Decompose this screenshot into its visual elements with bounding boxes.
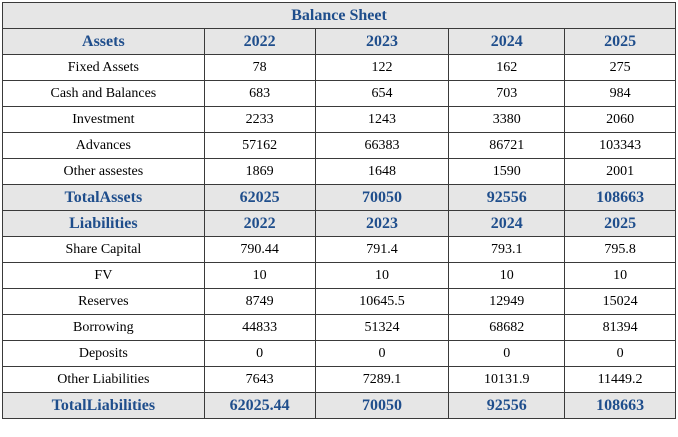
cell-value: 122 (314, 54, 450, 81)
cell-value: 2233 (203, 106, 316, 133)
cell-value: 62025.44 (203, 392, 316, 419)
cell-value: 10 (448, 262, 566, 289)
row-label: Deposits (2, 340, 205, 367)
cell-value: 108663 (564, 392, 676, 419)
assets-header-row: Assets 2022 2023 2024 2025 (2, 28, 676, 55)
cell-value: 10131.9 (448, 366, 566, 393)
row-label: Share Capital (2, 236, 205, 263)
cell-value: 1590 (448, 158, 566, 185)
cell-value: 791.4 (314, 236, 450, 263)
assets-table-row: Fixed Assets 78 122 162 275 (2, 54, 676, 81)
liabilities-total-row: TotalLiabilities 62025.44 70050 92556 108663 (2, 392, 676, 419)
cell-value: 3380 (448, 106, 566, 133)
row-label: Other Liabilities (2, 366, 205, 393)
cell-value: 7643 (203, 366, 316, 393)
cell-value: 275 (564, 54, 676, 81)
cell-value: 44833 (203, 314, 316, 341)
liabilities-header-row: Liabilities 2022 2023 2024 2025 (2, 210, 676, 237)
row-label: FV (2, 262, 205, 289)
row-label: Other assestes (2, 158, 205, 185)
cell-value: 162 (448, 54, 566, 81)
cell-value: 15024 (564, 288, 676, 315)
cell-value: 92556 (448, 184, 566, 211)
cell-value: 108663 (564, 184, 676, 211)
cell-value: 795.8 (564, 236, 676, 263)
cell-value: 2025 (564, 210, 676, 237)
table-body: Balance Sheet Assets 2022 2023 2024 2025 Fixe… (2, 2, 676, 419)
cell-value: 703 (448, 80, 566, 107)
row-label: Investment (2, 106, 205, 133)
liabilities-table-row: Borrowing 44833 51324 68682 81394 (2, 314, 676, 341)
cell-value: 2025 (564, 28, 676, 55)
liabilities-table-row: Share Capital 790.44 791.4 793.1 795.8 (2, 236, 676, 263)
liabilities-table-row: Deposits 0 0 0 0 (2, 340, 676, 367)
row-label: Borrowing (2, 314, 205, 341)
assets-table-row: Investment 2233 1243 3380 2060 (2, 106, 676, 133)
cell-value: 86721 (448, 132, 566, 159)
row-label: TotalAssets (2, 184, 205, 211)
cell-value: 2023 (314, 210, 450, 237)
cell-value: 0 (564, 340, 676, 367)
cell-value: 2024 (448, 210, 566, 237)
cell-value: 2060 (564, 106, 676, 133)
row-label: Advances (2, 132, 205, 159)
assets-table-row: Advances 57162 66383 86721 103343 (2, 132, 676, 159)
cell-value: 8749 (203, 288, 316, 315)
cell-value: 12949 (448, 288, 566, 315)
row-label: TotalLiabilities (2, 392, 205, 419)
title-row: Balance Sheet (2, 2, 676, 29)
cell-value: 70050 (314, 184, 450, 211)
balance-sheet-container: Balance Sheet Assets 2022 2023 2024 2025 Fixe… (2, 2, 676, 419)
row-label: Cash and Balances (2, 80, 205, 107)
cell-value: 790.44 (203, 236, 316, 263)
cell-value: 70050 (314, 392, 450, 419)
cell-value: 51324 (314, 314, 450, 341)
row-label: Assets (2, 28, 205, 55)
liabilities-table-row: Reserves 8749 10645.5 12949 15024 (2, 288, 676, 315)
cell-value: 0 (314, 340, 450, 367)
cell-value: 10 (203, 262, 316, 289)
assets-table-row: Cash and Balances 683 654 703 984 (2, 80, 676, 107)
balance-sheet-table: Balance Sheet Assets 2022 2023 2024 2025 Fixe… (2, 2, 676, 419)
cell-value: 10645.5 (314, 288, 450, 315)
cell-value: 103343 (564, 132, 676, 159)
cell-value: 92556 (448, 392, 566, 419)
row-label: Fixed Assets (2, 54, 205, 81)
cell-value: 793.1 (448, 236, 566, 263)
cell-value: 1869 (203, 158, 316, 185)
liabilities-table-row: FV 10 10 10 10 (2, 262, 676, 289)
cell-value: 68682 (448, 314, 566, 341)
cell-value: 62025 (203, 184, 316, 211)
cell-value: 0 (203, 340, 316, 367)
cell-value: 10 (564, 262, 676, 289)
cell-value: 1243 (314, 106, 450, 133)
cell-value: 2022 (203, 210, 316, 237)
cell-value: 7289.1 (314, 366, 450, 393)
row-label: Reserves (2, 288, 205, 315)
cell-value: 81394 (564, 314, 676, 341)
cell-value: 2022 (203, 28, 316, 55)
cell-value: 683 (203, 80, 316, 107)
cell-value: 2001 (564, 158, 676, 185)
cell-value: 0 (448, 340, 566, 367)
cell-value: 654 (314, 80, 450, 107)
cell-value: 984 (564, 80, 676, 107)
cell-value: 10 (314, 262, 450, 289)
cell-value: 66383 (314, 132, 450, 159)
row-label: Liabilities (2, 210, 205, 237)
cell-value: 78 (203, 54, 316, 81)
assets-table-row: Other assestes 1869 1648 1590 2001 (2, 158, 676, 185)
table-title: Balance Sheet (2, 2, 676, 29)
cell-value: 1648 (314, 158, 450, 185)
cell-value: 2024 (448, 28, 566, 55)
assets-total-row: TotalAssets 62025 70050 92556 108663 (2, 184, 676, 211)
cell-value: 11449.2 (564, 366, 676, 393)
cell-value: 2023 (314, 28, 450, 55)
liabilities-table-row: Other Liabilities 7643 7289.1 10131.9 11449.… (2, 366, 676, 393)
cell-value: 57162 (203, 132, 316, 159)
